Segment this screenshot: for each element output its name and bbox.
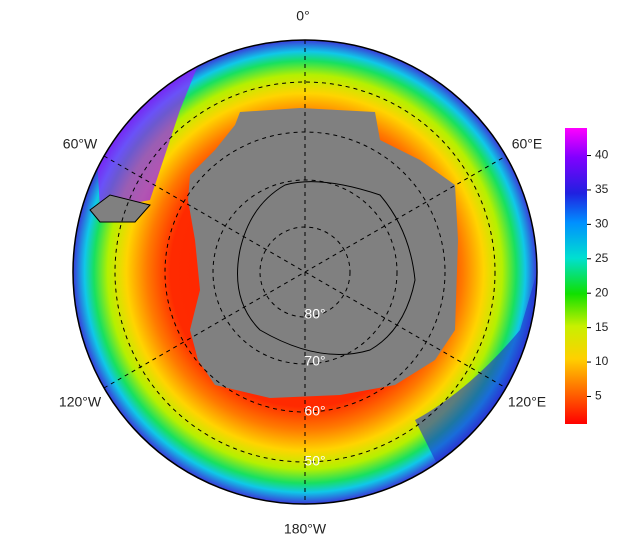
peninsula [89,194,151,223]
graticule [103,40,507,504]
longitude-label: 120°W [59,394,102,410]
latitude-label: 60° [304,403,325,419]
colorbar-tick-label: 5 [595,389,602,403]
latitude-label: 50° [304,453,325,469]
longitude-label: 180°W [284,521,327,537]
latitude-label: 80° [304,306,325,322]
colorbar-tick-label: 15 [595,320,609,334]
colorbar-tick-label: 40 [595,148,609,162]
coastline [237,181,416,355]
colorbar-tick-label: 35 [595,182,609,196]
latitude-label: 70° [304,353,325,369]
longitude-label: 0° [296,8,309,24]
longitude-label: 60°E [512,136,543,152]
colorbar-tick-label: 25 [595,251,609,265]
map-disk [73,40,537,504]
colorbar-tick-label: 10 [595,354,609,368]
longitude-label: 60°W [63,136,98,152]
map-border [72,39,538,505]
longitude-label: 120°E [508,394,546,410]
colorbar-tick-label: 20 [595,285,609,299]
colorbar [565,128,587,424]
colorbar-tick-label: 30 [595,217,609,231]
